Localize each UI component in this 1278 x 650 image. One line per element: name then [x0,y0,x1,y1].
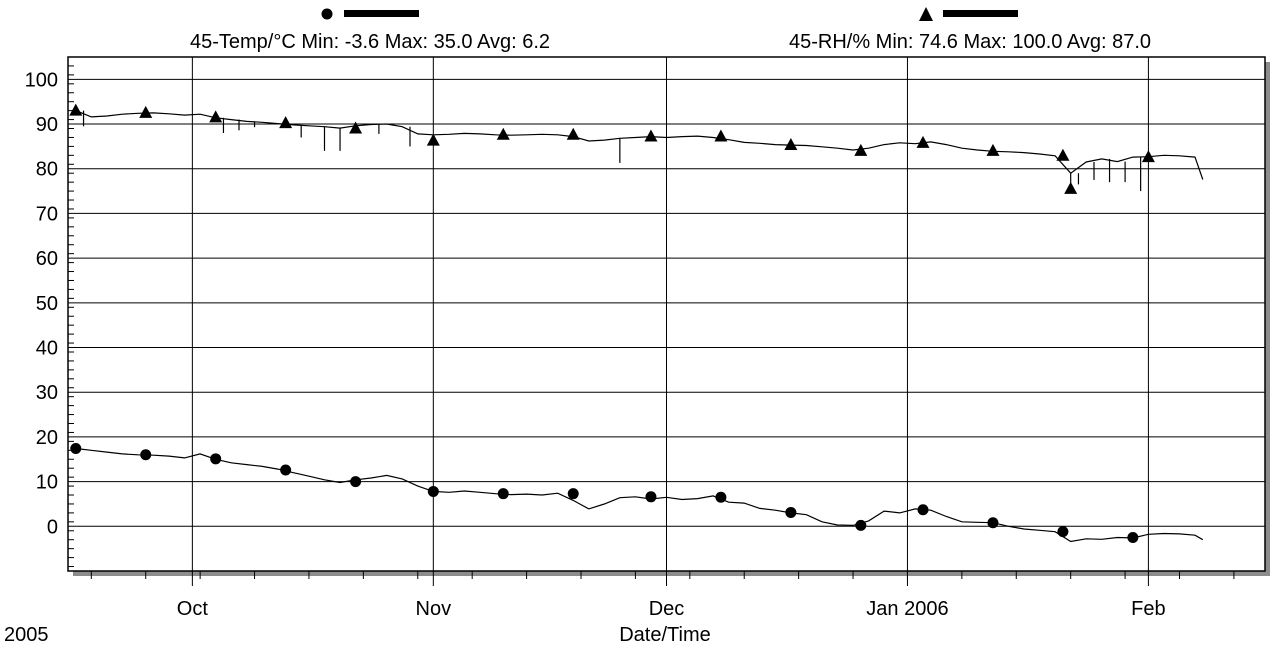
series-marker-rh [139,105,153,118]
series-marker-temp [917,504,929,516]
series-marker-temp [427,485,439,497]
series-marker-temp [210,453,222,465]
series-marker-rh [426,133,440,146]
series-marker-temp [140,449,152,461]
series-marker-rh [209,110,223,123]
x-axis: Oct Nov Dec Jan 2006 Feb [90,571,1235,620]
series-line-rh [75,110,1204,180]
legend-rh-text: 45-RH/% Min: 74.6 Max: 100.0 Avg: 87.0 [789,31,1151,53]
series-marker-rh [279,116,293,129]
legend-rh-marker [919,7,933,21]
y-tick-label: 90 [36,114,58,136]
series-marker-temp [70,443,82,455]
y-tick-label: 80 [36,159,58,181]
series-marker-temp [1057,526,1069,538]
series-marker-temp [1127,531,1139,543]
series-marker-rh [1141,150,1155,163]
series-marker-temp [715,491,727,503]
x-tick-label: Oct [177,598,209,620]
series-layer [69,103,1204,543]
series-marker-rh [496,127,510,140]
series-marker-rh [349,121,363,134]
legend-temp-marker [321,8,333,20]
year-label: 2005 [4,624,49,646]
y-tick-label: 10 [36,472,58,494]
series-marker-rh [1064,181,1078,194]
y-tick-label: 50 [36,293,58,315]
series-marker-rh [714,129,728,142]
series-marker-temp [855,519,867,531]
legend-temp-text: 45-Temp/°C Min: -3.6 Max: 35.0 Avg: 6.2 [190,31,550,53]
y-tick-label: 70 [36,203,58,225]
series-marker-rh [644,129,658,142]
y-tick-label: 60 [36,248,58,270]
x-tick-label: Nov [416,598,452,620]
series-marker-temp [350,476,362,488]
y-tick-label: 30 [36,382,58,404]
x-tick-label: Feb [1131,598,1165,620]
series-marker-temp [785,506,797,518]
series-marker-rh [566,127,580,140]
y-axis: 0 10 20 30 40 50 60 70 80 90 100 [25,56,74,568]
series-line-temp [75,447,1204,543]
y-tick-label: 40 [36,338,58,360]
series-marker-rh [986,143,1000,156]
grid [68,57,1265,571]
chart-legend: 45-Temp/°C Min: -3.6 Max: 35.0 Avg: 6.2 … [190,7,1151,53]
legend-temp-line [344,10,419,17]
series-marker-rh [854,143,868,156]
series-marker-temp [280,464,292,476]
legend-rh-line [943,10,1018,17]
y-tick-label: 20 [36,427,58,449]
x-axis-title: Date/Time [619,624,711,646]
y-tick-label: 100 [25,69,58,91]
series-marker-rh [1056,148,1070,161]
x-tick-label: Dec [649,598,685,620]
series-marker-rh [69,103,83,116]
series-marker-temp [497,488,509,500]
x-tick-label: Jan 2006 [866,598,948,620]
series-marker-temp [567,488,579,500]
y-tick-label: 0 [47,516,58,538]
series-marker-temp [645,491,657,503]
series-marker-rh [916,135,930,148]
series-marker-rh [784,138,798,151]
series-marker-temp [987,517,999,529]
